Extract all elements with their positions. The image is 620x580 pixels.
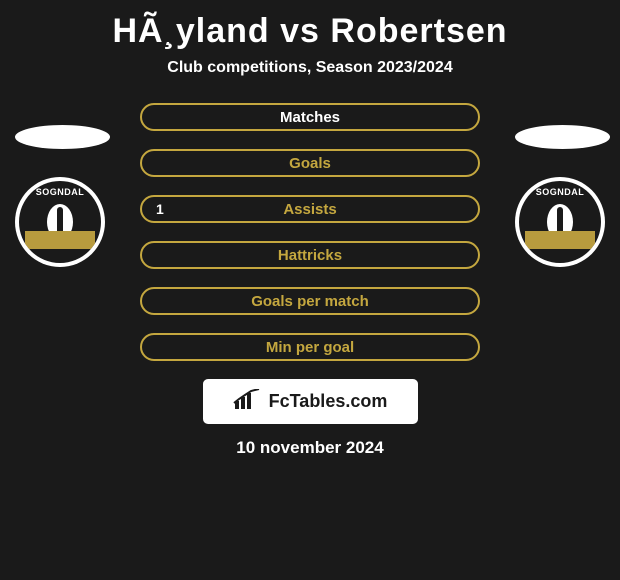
- comparison-card: HÃ¸yland vs Robertsen Club competitions,…: [0, 0, 620, 580]
- stat-label: Assists: [283, 201, 336, 218]
- page-title: HÃ¸yland vs Robertsen: [0, 12, 620, 51]
- stat-row: 1 Assists: [140, 195, 480, 223]
- player-left-column: SOGNDAL: [15, 125, 105, 267]
- stat-row: Hattricks: [140, 241, 480, 269]
- stat-label: Hattricks: [278, 247, 342, 264]
- club-logo-left: SOGNDAL: [15, 177, 105, 267]
- club-logo-right: SOGNDAL: [515, 177, 605, 267]
- stat-row: Min per goal: [140, 333, 480, 361]
- date: 10 november 2024: [0, 438, 620, 458]
- stat-row: Goals per match: [140, 287, 480, 315]
- player-right-column: SOGNDAL: [515, 125, 605, 267]
- stat-label: Matches: [280, 109, 340, 126]
- stats-list: Matches Goals 1 Assists Hattricks Goals per m…: [140, 103, 480, 361]
- stat-label: Goals per match: [251, 293, 369, 310]
- chart-icon: [233, 389, 261, 414]
- player-right-avatar: [515, 125, 610, 149]
- stat-row: Goals: [140, 149, 480, 177]
- stat-row: Matches: [140, 103, 480, 131]
- stat-label: Goals: [289, 155, 331, 172]
- site-logo-box[interactable]: FcTables.com: [203, 379, 418, 424]
- player-left-avatar: [15, 125, 110, 149]
- stat-value-left: 1: [156, 201, 164, 217]
- club-name-left: SOGNDAL: [36, 187, 85, 197]
- ribbon-icon: [25, 231, 95, 249]
- stat-label: Min per goal: [266, 339, 354, 356]
- ribbon-icon: [525, 231, 595, 249]
- site-logo-text: FcTables.com: [269, 391, 388, 412]
- subtitle: Club competitions, Season 2023/2024: [0, 59, 620, 77]
- club-name-right: SOGNDAL: [536, 187, 585, 197]
